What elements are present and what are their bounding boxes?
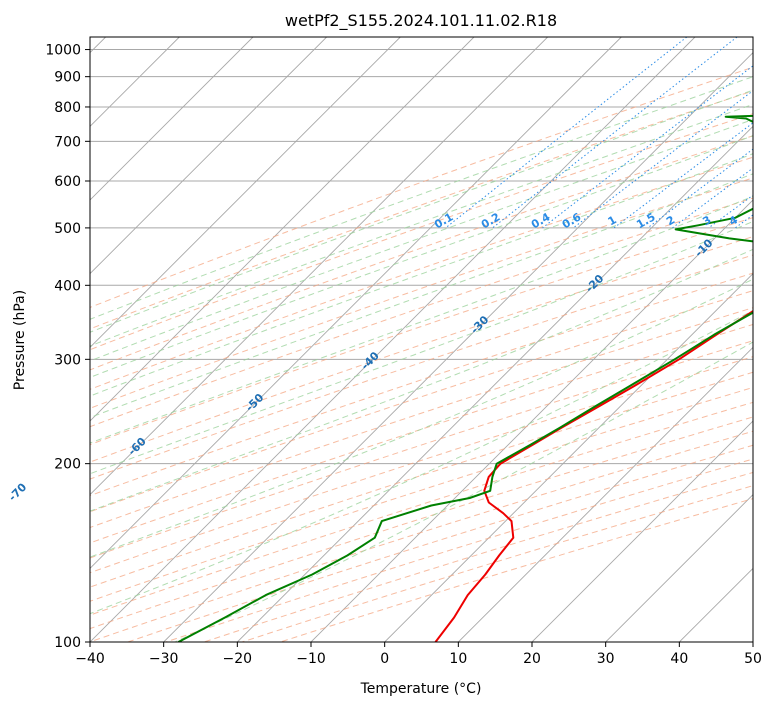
y-axis-title: Pressure (hPa) (12, 290, 28, 390)
moist-adiabat (90, 118, 753, 362)
axis-layer: −40 −30 −20 −10 0 10 20 30 40 50 100 200 300 400 500 60… (45, 43, 762, 667)
y-tick-label: 500 (54, 221, 81, 237)
dry-adiabat (90, 236, 753, 463)
dry-adiabat (90, 430, 753, 642)
isotherm-line (310, 199, 753, 642)
y-tick-label: 300 (54, 352, 81, 368)
x-tick-label: −20 (223, 651, 253, 667)
plot-frame (89, 36, 754, 643)
isotherm-line (163, 52, 753, 642)
x-tick-label: −30 (149, 651, 179, 667)
x-tick-label: 20 (523, 651, 541, 667)
y-tick-label: 600 (54, 174, 81, 190)
dry-adiabat (280, 498, 753, 642)
isotherm-line (90, 37, 327, 275)
grid-layer (90, 37, 753, 642)
isotherm-line (90, 37, 401, 348)
y-tick-label: 400 (54, 278, 81, 294)
isotherm-label: -70 (6, 480, 29, 503)
temperature-profile-line (434, 310, 753, 642)
y-tick-label: 200 (54, 457, 81, 473)
dry-adiabat (90, 323, 753, 544)
dry-adiabat (90, 90, 753, 330)
x-tick-label: 30 (597, 651, 615, 667)
mixing-ratio-line (572, 90, 753, 229)
moist-adiabat (90, 278, 753, 558)
isotherm-line (458, 346, 753, 642)
dry-adiabat (90, 290, 753, 513)
isotherm-line (605, 494, 753, 642)
dry-adiabat (90, 307, 753, 529)
dry-adiabat (90, 340, 753, 559)
isotherm-line (90, 37, 622, 569)
dry-adiabat (90, 356, 753, 574)
series-layer (177, 114, 753, 642)
moist-adiabat (90, 153, 753, 397)
isotherm-line (384, 273, 753, 642)
y-tick-label: 1000 (45, 43, 81, 59)
dry-adiabat (241, 485, 753, 642)
dry-adiabat (90, 254, 753, 480)
x-tick-label: 0 (380, 651, 389, 667)
moist-adiabat (90, 89, 753, 333)
plot-background (90, 37, 753, 642)
y-tick-label: 100 (54, 635, 81, 651)
mixing-ratio-line (542, 65, 753, 229)
y-tick-label: 700 (54, 134, 81, 150)
x-tick-label: 10 (449, 651, 467, 667)
isotherm-line (90, 37, 696, 642)
moist-adiabat (90, 76, 753, 320)
isotherm-line (531, 420, 753, 642)
isotherm-line (90, 37, 475, 422)
moist-adiabat (90, 195, 753, 444)
dry-adiabat (90, 113, 753, 351)
isotherm-line (90, 37, 548, 496)
x-tick-label: 40 (670, 651, 688, 667)
isotherm-line (237, 125, 753, 642)
isotherm-line (752, 641, 753, 642)
x-tick-label: 50 (744, 651, 762, 667)
x-tick-label: −10 (296, 651, 326, 667)
isotherm-line (90, 37, 254, 201)
x-tick-label: −40 (75, 651, 105, 667)
dry-adiabat (165, 458, 753, 642)
moist-adiabat (90, 173, 753, 419)
chart-title: wetPf2_S155.2024.101.11.02.R18 (285, 11, 557, 31)
dry-adiabat (90, 217, 753, 446)
dry-adiabat (203, 471, 753, 642)
mixing-ratio-line (672, 167, 753, 229)
y-tick-label: 800 (54, 100, 81, 116)
dry-adiabat (90, 66, 753, 308)
dewpoint-profile-line (177, 114, 753, 642)
mixing-ratio-line (492, 37, 738, 229)
x-axis-title: Temperature (°C) (360, 681, 482, 697)
y-tick-label: 900 (54, 70, 81, 86)
dry-adiabat (127, 444, 753, 642)
